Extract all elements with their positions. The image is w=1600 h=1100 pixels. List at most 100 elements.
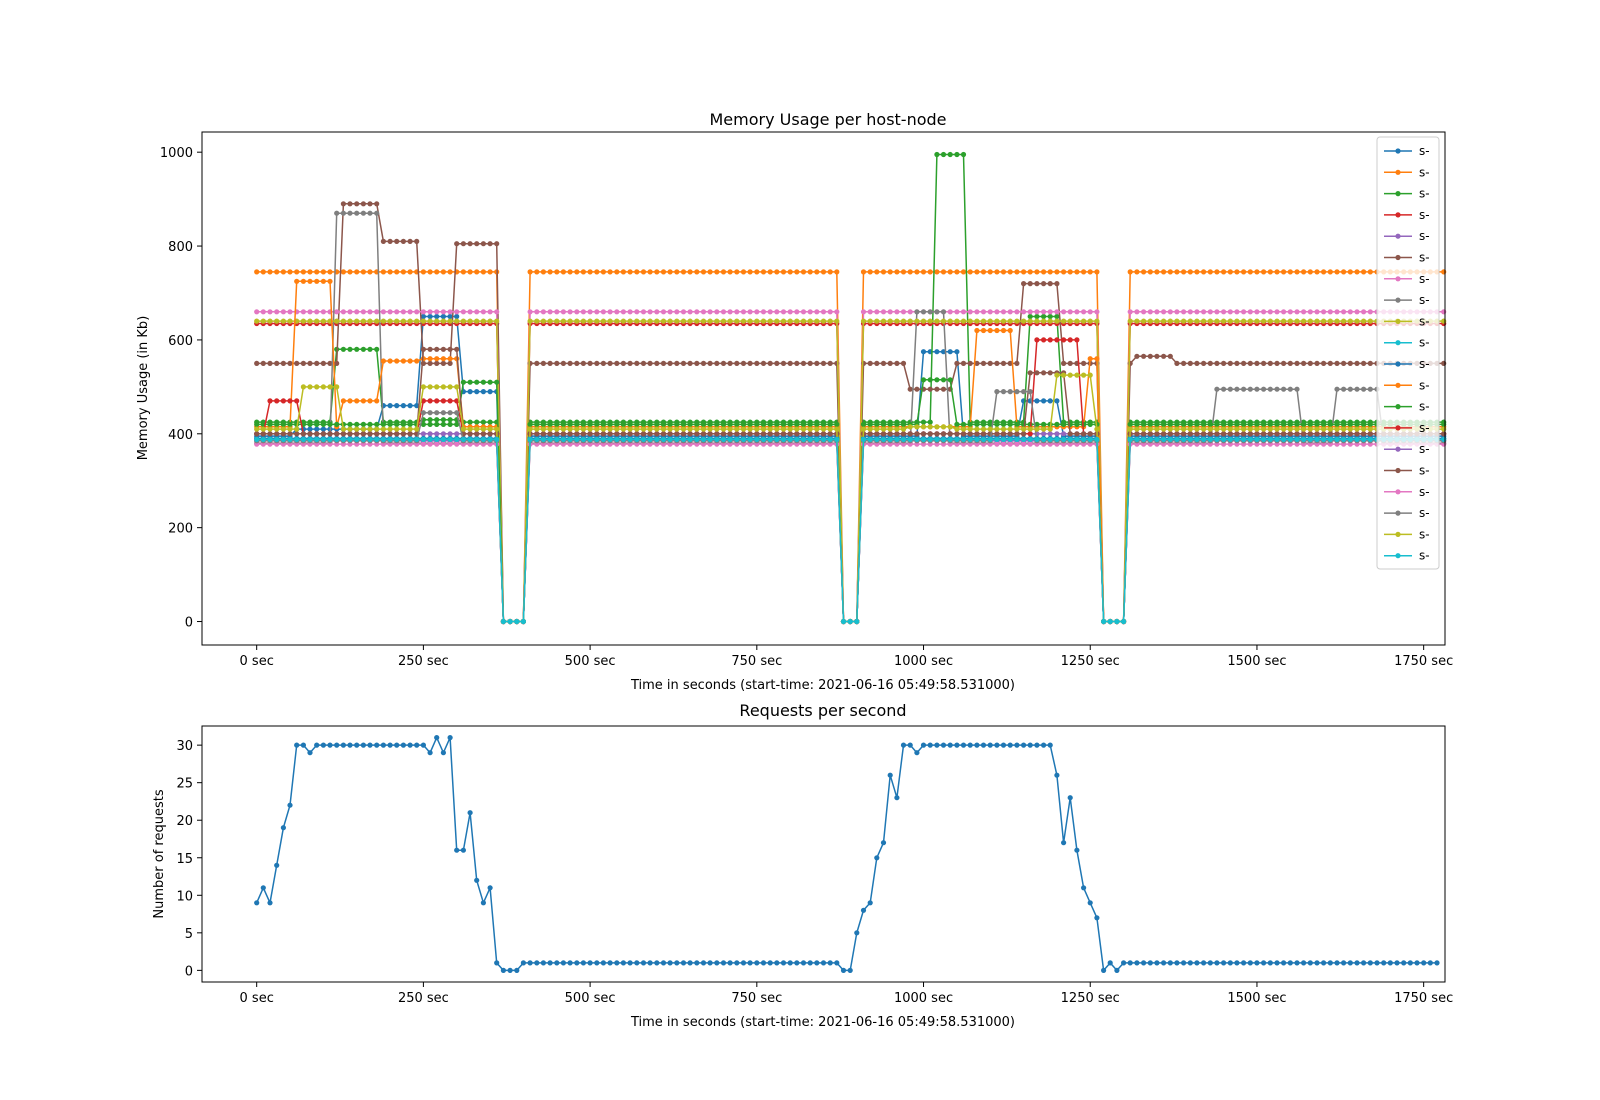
memory-data-point: [534, 436, 540, 442]
memory-data-point: [1127, 309, 1133, 315]
memory-data-point: [1027, 313, 1033, 320]
memory-data-point: [620, 360, 627, 366]
memory-data-point: [960, 151, 967, 158]
memory-data-point: [554, 436, 560, 442]
memory-data-point: [567, 436, 573, 442]
memory-data-point: [387, 358, 393, 364]
memory-data-point: [760, 436, 767, 442]
memory-data-point: [1174, 421, 1180, 427]
memory-data-point: [807, 360, 813, 366]
memory-data-point: [320, 384, 326, 390]
memory-data-point: [907, 386, 913, 392]
memory-data-point: [734, 269, 740, 275]
memory-data-point: [507, 618, 513, 625]
memory-data-point: [820, 309, 827, 315]
memory-data-point: [967, 421, 973, 427]
memory-data-point: [1321, 360, 1327, 366]
memory-data-point: [1341, 436, 1347, 442]
memory-data-point: [980, 426, 987, 432]
memory-data-point: [1334, 426, 1340, 432]
requests-data-point: [707, 960, 713, 966]
memory-data-point: [747, 309, 753, 315]
memory-data-point: [727, 436, 733, 442]
memory-data-point: [1354, 386, 1360, 392]
memory-data-point: [407, 238, 413, 244]
memory-data-point: [900, 421, 907, 427]
requests-x-tick-label: 1500 sec: [1227, 991, 1286, 1006]
memory-data-point: [780, 309, 787, 315]
legend-box: [1376, 136, 1440, 570]
memory-data-point: [434, 346, 440, 352]
requests-data-point: [407, 742, 413, 748]
memory-data-point: [1281, 360, 1287, 366]
memory-data-point: [680, 426, 687, 432]
memory-series-line: [256, 443, 1444, 623]
memory-data-point: [1194, 318, 1200, 324]
requests-data-point: [1101, 967, 1107, 974]
legend-marker: [1395, 510, 1401, 516]
memory-data-point: [547, 269, 553, 275]
memory-data-point: [834, 318, 840, 324]
memory-data-point: [1181, 431, 1187, 437]
memory-data-point: [1261, 386, 1267, 392]
memory-data-point: [300, 309, 306, 315]
memory-data-point: [334, 210, 340, 216]
legend-entry-label: s-: [1419, 357, 1430, 371]
memory-data-point: [447, 360, 453, 366]
memory-data-point: [1000, 426, 1007, 432]
memory-data-point: [947, 436, 953, 442]
memory-data-point: [347, 421, 353, 427]
memory-data-point: [1041, 281, 1047, 287]
memory-data-point: [1141, 318, 1147, 324]
memory-data-point: [1367, 436, 1373, 442]
memory-data-point: [900, 431, 907, 437]
memory-data-point: [314, 269, 320, 275]
memory-data-point: [594, 421, 600, 427]
memory-data-point: [447, 309, 453, 315]
memory-data-point: [487, 379, 493, 385]
memory-data-point: [380, 318, 386, 324]
memory-data-point: [1207, 318, 1213, 324]
memory-data-point: [1087, 431, 1093, 437]
memory-data-point: [380, 358, 386, 364]
memory-data-point: [540, 269, 547, 275]
memory-series-line: [256, 437, 1444, 623]
memory-data-point: [740, 360, 747, 366]
memory-data-point: [727, 426, 733, 432]
memory-data-point: [954, 360, 960, 366]
memory-data-point: [1314, 269, 1320, 275]
memory-data-point: [467, 241, 473, 247]
memory-data-point: [1087, 309, 1093, 315]
requests-data-point: [1187, 960, 1193, 966]
memory-data-point: [1141, 309, 1147, 315]
memory-series-line: [256, 212, 1444, 623]
memory-data-point: [1047, 436, 1053, 442]
memory-data-point: [1214, 309, 1220, 315]
memory-data-point: [394, 431, 400, 437]
memory-data-point: [1261, 436, 1267, 442]
memory-data-point: [1247, 421, 1253, 427]
memory-data-point: [414, 358, 420, 364]
requests-data-point: [1241, 960, 1247, 966]
memory-data-point: [834, 436, 840, 442]
memory-data-point: [427, 421, 433, 427]
requests-data-point: [554, 960, 560, 966]
memory-data-point: [994, 360, 1000, 366]
memory-data-point: [467, 269, 473, 275]
memory-data-point: [707, 421, 713, 427]
memory-data-point: [1014, 389, 1020, 395]
memory-x-axis-label: Time in seconds (start-time: 2021-06-16 …: [630, 678, 1015, 693]
memory-data-point: [574, 426, 580, 432]
legend-entry-label: s-: [1419, 485, 1430, 499]
memory-data-point: [687, 309, 693, 315]
memory-data-point: [327, 384, 333, 390]
memory-data-point: [1054, 372, 1060, 378]
memory-data-point: [1441, 431, 1447, 437]
memory-data-point: [1054, 421, 1060, 427]
memory-data-point: [1141, 353, 1147, 359]
memory-data-point: [834, 421, 840, 427]
memory-data-point: [920, 377, 927, 383]
memory-data-point: [534, 360, 540, 366]
memory-y-tick-label: 600: [168, 334, 193, 349]
memory-data-point: [967, 436, 973, 442]
